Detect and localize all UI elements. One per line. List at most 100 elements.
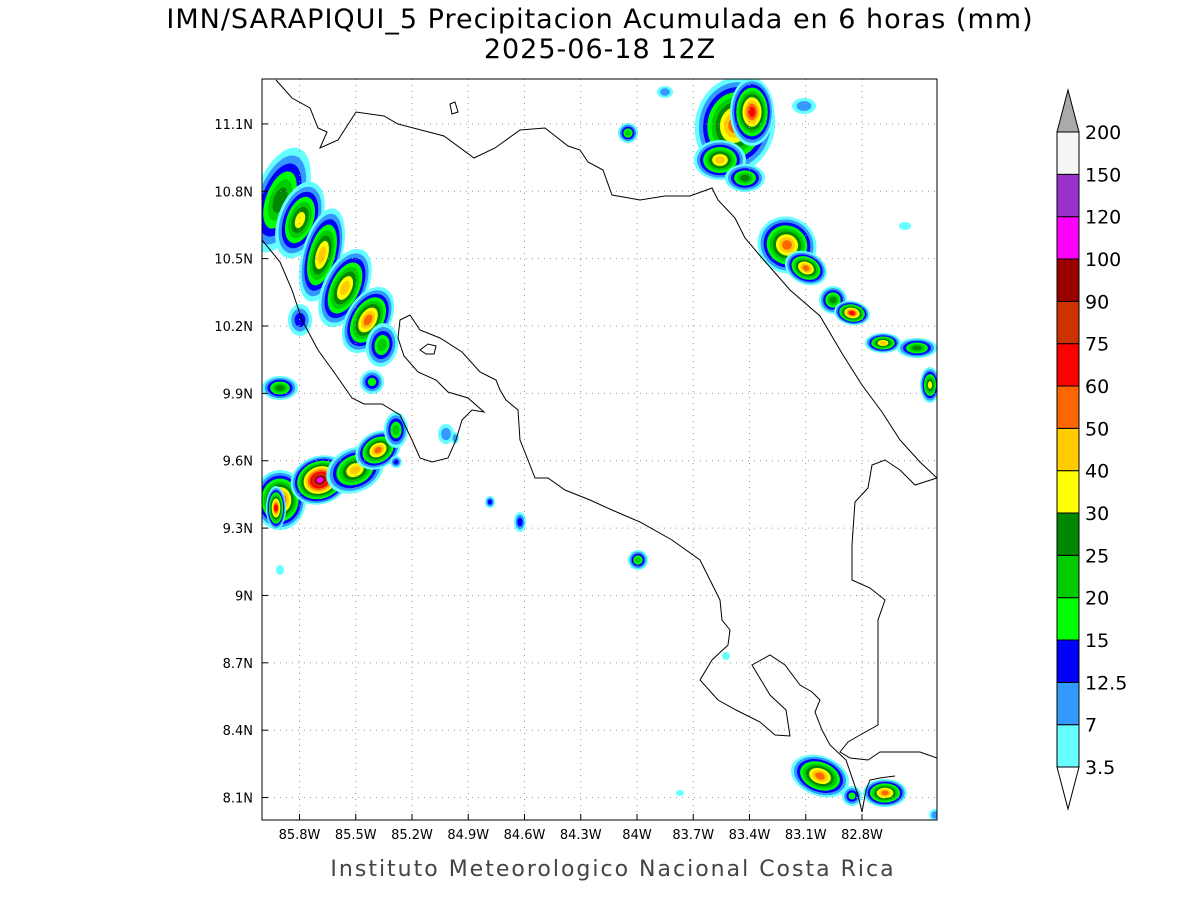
precip-cell: [899, 222, 911, 230]
precip-contour: [340, 280, 350, 296]
precip-cell: [863, 779, 907, 807]
lat-tick-label: 9.9N: [223, 387, 253, 402]
precip-cell: [384, 412, 408, 448]
colorbar-segment: [1056, 681, 1080, 726]
colorbar-segment: [1056, 343, 1080, 387]
colorbar-segment: [1056, 639, 1080, 683]
precip-cell: [657, 86, 673, 98]
footer-credit: Instituto Meteorologico Nacional Costa R…: [330, 857, 896, 882]
lon-tick-label: 84.6W: [504, 828, 546, 843]
precip-contour: [829, 296, 837, 304]
precip-contour: [796, 101, 812, 111]
latitude-axis: 8.1N 8.4N 8.7N 9N 9.3N 9.6N 9.9N 10.2N 10.5N 10.8…: [214, 118, 253, 807]
colorbar-segment: [1056, 470, 1080, 514]
lon-tick-label: 83.7W: [672, 828, 714, 843]
lon-tick-label: 84.9W: [447, 828, 489, 843]
lon-tick-label: 85.2W: [391, 828, 433, 843]
precip-cell: [865, 333, 901, 353]
precip-contour: [275, 385, 285, 391]
colorbar-segment: [1056, 173, 1080, 218]
precip-contour: [274, 504, 278, 512]
precip-cell: [628, 550, 648, 570]
nicoya-gulf-coast: [262, 239, 863, 813]
precip-contour: [392, 424, 400, 436]
colorbar-segment: [1056, 258, 1080, 302]
precip-cell: [266, 486, 286, 530]
precip-contour: [740, 174, 750, 182]
map-datetime: 2025-06-18 12Z: [483, 34, 717, 65]
precip-cell: [730, 79, 774, 146]
precip-contour: [635, 557, 641, 563]
colorbar-segment: [1056, 554, 1080, 599]
graticule: [262, 79, 937, 820]
colorbar-label: 100: [1085, 249, 1121, 271]
precip-contour: [393, 459, 399, 465]
precip-contour: [722, 652, 730, 660]
precip-contour: [931, 811, 937, 819]
costa-rica-coastline: [275, 79, 937, 479]
precip-contour: [367, 377, 377, 387]
colorbar-segment: [1056, 512, 1080, 556]
lon-tick-label: 85.5W: [335, 828, 377, 843]
precip-cell: [365, 323, 399, 367]
colorbar-segment: [1056, 724, 1080, 768]
colorbar-segment: [1056, 300, 1080, 345]
coastline: [262, 79, 937, 813]
precip-contour: [294, 211, 306, 229]
precip-cell: [262, 376, 298, 400]
colorbar-label: 120: [1085, 207, 1121, 229]
colorbar-label: 12.5: [1085, 672, 1127, 694]
precip-contour: [374, 446, 382, 454]
precip-cell: [438, 424, 454, 444]
precip-cell: [390, 456, 402, 468]
lat-tick-label: 10.2N: [214, 320, 253, 335]
colorbar-label: 25: [1085, 545, 1109, 567]
precip-contour: [849, 310, 855, 316]
precip-contour: [363, 314, 373, 326]
precip-contour: [441, 427, 451, 441]
colorbar-segment: [1056, 131, 1080, 175]
colorbar-legend: 3.5 7 12.5 15 20 25 30 40 50 60 75 90 100 120 150 200: [1056, 88, 1127, 811]
lon-tick-label: 83.1W: [785, 828, 827, 843]
precip-cell: [920, 367, 937, 403]
precip-contour: [625, 130, 631, 136]
precip-contour: [317, 246, 327, 264]
colorbar-label: 200: [1085, 122, 1121, 144]
precip-cell: [276, 565, 284, 575]
colorbar-label: 7: [1085, 715, 1097, 737]
precip-contour: [487, 499, 493, 505]
colorbar-label: 30: [1085, 503, 1109, 525]
lat-tick-label: 8.4N: [223, 724, 253, 739]
precip-cell: [360, 370, 384, 394]
precip-cell: [784, 250, 828, 286]
precip-contour: [715, 156, 725, 164]
small-island: [449, 101, 459, 115]
lon-tick-label: 84W: [622, 828, 652, 843]
precip-contour: [879, 341, 887, 345]
lon-tick-label: 85.8W: [279, 828, 321, 843]
precip-contour: [676, 790, 684, 796]
precip-cell: [485, 496, 495, 508]
precip-contour: [782, 240, 792, 250]
precip-contour: [276, 565, 284, 575]
colorbar-max-arrow: [1056, 88, 1080, 133]
precip-cell: [929, 809, 937, 820]
colorbar-label: 50: [1085, 418, 1109, 440]
precip-cell: [725, 164, 765, 192]
lat-tick-label: 11.1N: [214, 118, 253, 133]
colorbar-label: 60: [1085, 376, 1109, 398]
colorbar-label: 75: [1085, 334, 1109, 356]
colorbar-label: 15: [1085, 630, 1109, 652]
lon-tick-label: 82.8W: [841, 828, 883, 843]
precip-contour: [881, 790, 889, 796]
colorbar-segment: [1056, 427, 1080, 472]
colorbar-segment: [1056, 216, 1080, 260]
colorbar-label: 20: [1085, 588, 1109, 610]
precip-cell: [842, 786, 862, 806]
precip-contour: [316, 477, 324, 483]
precip-contour: [377, 338, 387, 352]
precip-contour: [912, 345, 922, 351]
precip-cell: [514, 512, 526, 532]
panama-south-coast: [861, 775, 896, 813]
